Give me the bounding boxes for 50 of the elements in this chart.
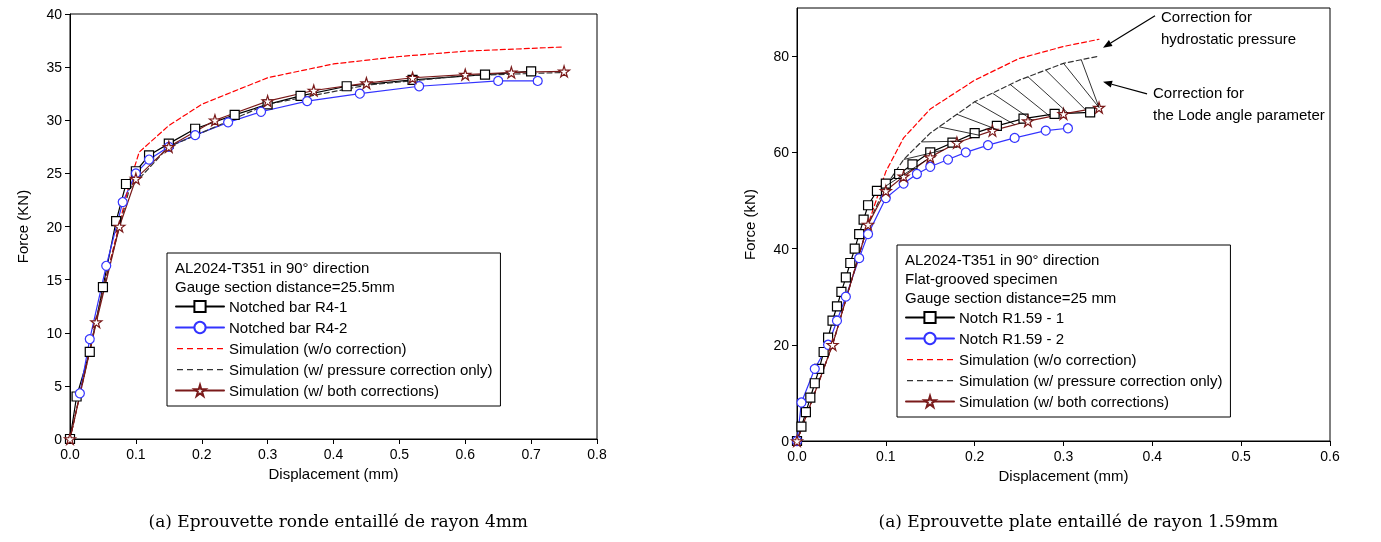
x-tick-label: 0.5 <box>389 446 410 462</box>
x-axis-title: Displacement (mm) <box>998 466 1129 484</box>
x-tick-label: 0.0 <box>60 446 80 462</box>
x-tick-label: 0.4 <box>323 446 344 462</box>
x-tick-label: 0.3 <box>257 446 278 462</box>
legend-label: Simulation (w/ pressure correction only) <box>229 361 493 378</box>
y-tick-label: 5 <box>54 377 63 394</box>
annotation: Correction for the Lode angle parameter <box>1153 83 1325 123</box>
annotation: Correction for hydrostatic pressure <box>1161 7 1297 47</box>
y-tick-label: 25 <box>46 165 63 182</box>
y-tick-label: 0 <box>781 433 790 449</box>
x-tick-label: 0.6 <box>455 446 476 462</box>
legend-label: Notch R1.59 - 1 <box>959 309 1065 326</box>
x-axis-title: Displacement (mm) <box>268 464 399 482</box>
x-tick-label: 0.5 <box>1231 448 1252 464</box>
legend-label: Notch R1.59 - 2 <box>959 330 1065 347</box>
x-tick-label: 0.6 <box>1320 448 1340 464</box>
y-tick-label: 35 <box>46 59 63 76</box>
legend-label: Simulation (w/ pressure correction only) <box>959 372 1223 389</box>
x-tick-label: 0.7 <box>521 446 542 462</box>
y-tick-label: 20 <box>46 218 63 235</box>
x-tick-label: 0.4 <box>1142 448 1163 464</box>
y-tick-label: 40 <box>46 6 63 22</box>
text: (a) Eprouvette ronde entaillé de rayon 4mm <box>148 510 528 531</box>
y-tick-label: 0 <box>54 431 63 447</box>
y-tick-label: 20 <box>773 336 790 353</box>
x-tick-label: 0.1 <box>126 446 146 462</box>
legend-label: Simulation (w/o correction) <box>229 340 407 357</box>
legend-title: AL2024-T351 in 90° direction Flat-grooved specimen Gauge section distance=25 mm <box>905 251 1117 306</box>
y-tick-label: 60 <box>773 144 790 161</box>
y-tick-label: 80 <box>773 48 790 65</box>
x-tick-label: 0.0 <box>787 448 807 464</box>
x-tick-label: 0.3 <box>1053 448 1074 464</box>
legend-label: Notched bar R4-2 <box>229 319 348 336</box>
y-axis-title: Force (kN) <box>741 189 758 260</box>
legend-title: AL2024-T351 in 90° direction Gauge section distance=25.5mm <box>175 259 395 295</box>
text: (a) Eprouvette plate entaillé de rayon 1.59mm <box>878 510 1279 531</box>
y-tick-label: 15 <box>46 271 63 288</box>
legend-label: Simulation (w/o correction) <box>959 351 1137 368</box>
x-tick-label: 0.2 <box>964 448 985 464</box>
legend-label: Simulation (w/ both corrections) <box>959 393 1170 410</box>
x-tick-label: 0.2 <box>192 446 212 462</box>
y-axis-title: Force (KN) <box>14 189 31 264</box>
x-tick-label: 0.1 <box>876 448 896 464</box>
y-tick-label: 40 <box>773 240 790 257</box>
legend-label: Notched bar R4-1 <box>229 298 348 315</box>
y-tick-label: 30 <box>46 112 63 129</box>
x-tick-label: 0.8 <box>587 446 607 462</box>
y-tick-label: 10 <box>46 324 63 341</box>
legend-label: Simulation (w/ both corrections) <box>229 382 440 399</box>
